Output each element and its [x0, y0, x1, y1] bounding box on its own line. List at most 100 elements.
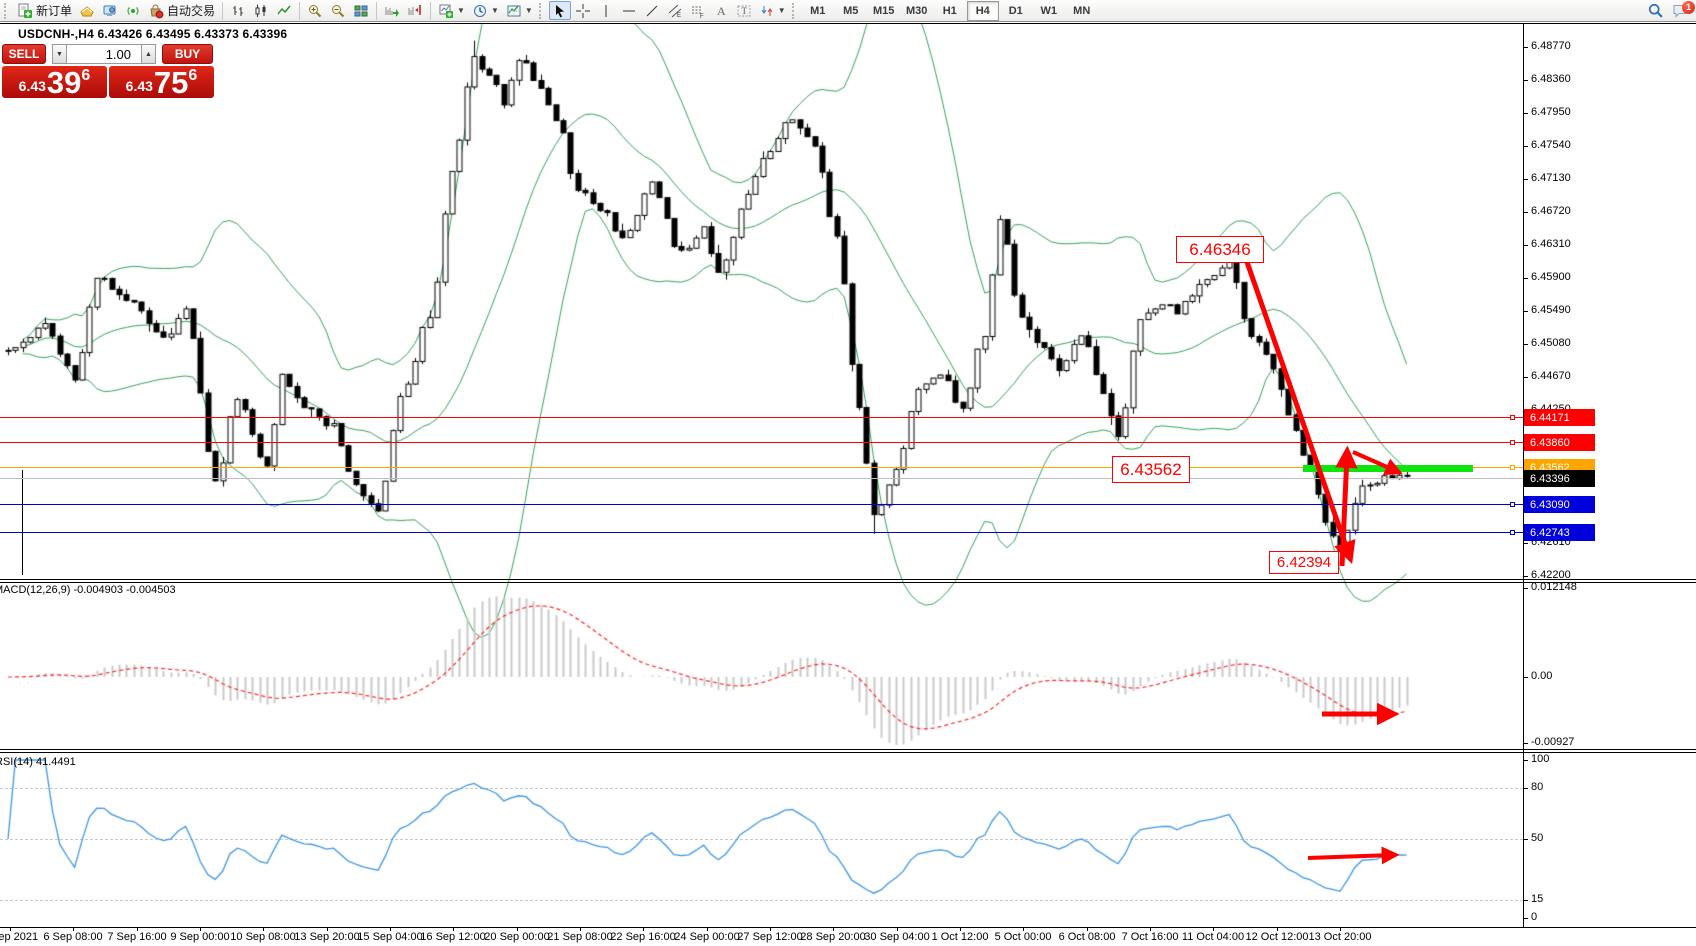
profiles-button[interactable]	[76, 1, 98, 20]
time-axis-tick	[517, 928, 518, 931]
timeframe-h4[interactable]: H4	[966, 0, 999, 21]
autotrading-button[interactable]: 自动交易	[145, 1, 218, 20]
timeframe-m15[interactable]: M15	[873, 4, 895, 17]
rsi-axis-tick	[1523, 788, 1528, 789]
periods-button[interactable]: ▼	[469, 1, 502, 20]
support-zone-bar[interactable]	[1303, 465, 1473, 472]
horizontal-level-line[interactable]	[0, 417, 1523, 418]
macd-axis-tick	[1523, 743, 1528, 744]
price-axis-tick	[1523, 344, 1528, 345]
time-axis-label: 6 Oct 08:00	[1058, 931, 1116, 943]
macd-axis-label: 0.012148	[1531, 581, 1577, 593]
text-button[interactable]: A	[710, 1, 732, 20]
line-chart-button[interactable]	[273, 1, 295, 20]
terminal-button[interactable]	[99, 1, 121, 20]
buy-button[interactable]: BUY	[162, 44, 213, 64]
horizontal-line-button[interactable]	[618, 1, 640, 20]
timeframe-m5[interactable]: M5	[843, 4, 859, 17]
equidistant-channel-icon: E	[667, 3, 683, 19]
trendline-button[interactable]	[641, 1, 663, 20]
macd-axis-label: 0.00	[1531, 670, 1553, 682]
fibonacci-button[interactable]: F	[687, 1, 709, 20]
templates-button[interactable]: ▼	[503, 1, 536, 20]
horizontal-level-line[interactable]	[0, 442, 1523, 443]
chart-shift-icon	[407, 3, 423, 19]
search-button[interactable]	[1644, 1, 1667, 20]
price-axis-tick	[1523, 245, 1528, 246]
toolbar-grip[interactable]	[538, 2, 544, 19]
equidistant-channel-button[interactable]: E	[664, 1, 686, 20]
crosshair-button[interactable]	[572, 1, 594, 20]
line-anchor-handle[interactable]	[1510, 440, 1515, 445]
time-axis-label: 10 Sep 08:00	[230, 931, 296, 943]
zoom-in-icon	[307, 3, 323, 19]
timeframe-m30[interactable]: M30	[906, 4, 928, 17]
price-annotation-low[interactable]: 6.42394	[1269, 551, 1339, 574]
horizontal-level-line[interactable]	[0, 467, 1523, 468]
time-axis-label: 7 Sep 16:00	[107, 931, 167, 943]
rsi-axis-label: 15	[1531, 893, 1544, 905]
new-order-button[interactable]: 新订单	[14, 1, 75, 20]
bid-quote[interactable]: 6.43 39 6	[2, 66, 107, 98]
horizontal-level-line[interactable]	[0, 504, 1523, 505]
time-axis-tick	[73, 928, 74, 931]
price-annotation-mid[interactable]: 6.43562	[1112, 456, 1190, 483]
ask-price-prefix: 6.43	[125, 78, 153, 94]
signals-button[interactable]	[122, 1, 144, 20]
candlestick-chart-icon	[253, 3, 269, 19]
text-label-button[interactable]: T	[733, 1, 755, 20]
chevron-down-icon: ▼	[777, 5, 786, 15]
price-annotation-high[interactable]: 6.46346	[1176, 236, 1264, 263]
cursor-button[interactable]	[548, 1, 571, 20]
volume-increase-button[interactable]: ▲	[141, 44, 156, 64]
chart-shift-button[interactable]	[404, 1, 426, 20]
notification-badge: 1	[1682, 0, 1695, 14]
price-tag: 6.42743	[1524, 524, 1595, 541]
arrow-objects-button[interactable]: ▼	[756, 1, 789, 20]
timeframe-d1[interactable]: D1	[1008, 4, 1023, 17]
macd-panel-separator[interactable]	[0, 579, 1696, 580]
sell-button[interactable]: SELL	[2, 44, 46, 64]
line-anchor-handle[interactable]	[1510, 530, 1515, 535]
tile-windows-button[interactable]	[350, 1, 372, 20]
candlestick-chart-button[interactable]	[250, 1, 272, 20]
zoom-out-icon	[330, 3, 346, 19]
notifications-button[interactable]: 1	[1668, 0, 1695, 21]
vertical-line-button[interactable]	[595, 1, 617, 20]
price-chart-canvas[interactable]	[0, 23, 1523, 928]
timeframe-h1[interactable]: H1	[942, 4, 957, 17]
line-anchor-handle[interactable]	[1510, 415, 1515, 420]
terminal-icon	[102, 3, 118, 19]
rsi-axis-label: 100	[1531, 753, 1550, 765]
volume-input[interactable]: 1.00	[67, 44, 141, 64]
price-axis-tick	[1523, 146, 1528, 147]
time-axis-tick	[327, 928, 328, 931]
fibonacci-icon: F	[690, 3, 706, 19]
horizontal-line-icon	[621, 3, 637, 19]
zoom-in-button[interactable]	[304, 1, 326, 20]
ask-quote[interactable]: 6.43 75 6	[109, 66, 214, 98]
toolbar-grip[interactable]	[791, 2, 797, 19]
horizontal-level-line[interactable]	[0, 532, 1523, 533]
price-axis-tick	[1523, 576, 1528, 577]
horizontal-level-line[interactable]	[0, 478, 1523, 479]
time-axis-label: 12 Oct 12:00	[1245, 931, 1309, 943]
line-anchor-handle[interactable]	[1510, 502, 1515, 507]
timeframe-w1[interactable]: W1	[1040, 4, 1057, 17]
price-axis-line	[1523, 23, 1524, 927]
bar-chart-button[interactable]	[227, 1, 249, 20]
time-axis-tick	[1150, 928, 1151, 931]
auto-scroll-button[interactable]	[381, 1, 403, 20]
zoom-out-button[interactable]	[327, 1, 349, 20]
price-axis-label: 6.44670	[1531, 370, 1571, 382]
timeframe-mn[interactable]: MN	[1073, 4, 1091, 17]
timeframe-m1[interactable]: M1	[810, 4, 826, 17]
toolbar-grip[interactable]	[4, 2, 9, 19]
cursor-icon	[552, 3, 568, 19]
rsi-panel-separator[interactable]	[0, 749, 1696, 750]
new-chart-button[interactable]: ▼	[435, 1, 468, 20]
line-anchor-handle[interactable]	[1510, 465, 1515, 470]
price-axis-tick	[1523, 179, 1528, 180]
line-chart-icon	[276, 3, 292, 19]
volume-decrease-button[interactable]: ▼	[52, 44, 67, 64]
